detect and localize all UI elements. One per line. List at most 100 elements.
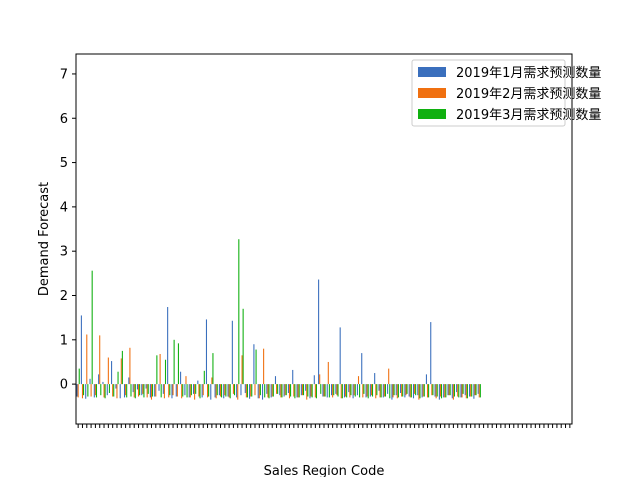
- bar: [182, 384, 184, 397]
- bar: [443, 384, 445, 398]
- bar: [388, 368, 390, 385]
- y-tick-label: 2: [60, 289, 68, 304]
- bar: [320, 384, 322, 394]
- bar: [199, 384, 201, 399]
- bar: [216, 384, 218, 396]
- y-tick-label: 3: [60, 245, 68, 260]
- bar: [324, 384, 326, 397]
- bar: [190, 384, 192, 396]
- bar: [366, 384, 368, 397]
- bar: [111, 361, 113, 385]
- bar: [253, 344, 255, 385]
- bar: [395, 384, 397, 396]
- bar: [224, 384, 226, 396]
- bar: [172, 384, 174, 396]
- bar: [108, 384, 110, 393]
- bar: [281, 384, 283, 398]
- bar: [197, 380, 199, 385]
- bar: [309, 384, 311, 399]
- bar: [367, 384, 369, 399]
- bar: [346, 384, 348, 398]
- bar: [412, 384, 415, 399]
- bar: [136, 384, 138, 390]
- bar: [444, 384, 446, 398]
- bar: [466, 384, 468, 399]
- bar: [259, 384, 261, 396]
- bar: [352, 384, 354, 399]
- bar: [436, 384, 438, 397]
- bar: [121, 350, 123, 385]
- bar: [335, 384, 337, 394]
- bar: [341, 384, 343, 399]
- bar: [279, 384, 281, 396]
- bar: [473, 384, 475, 399]
- bar: [233, 384, 236, 396]
- bar: [237, 384, 239, 400]
- bar: [83, 384, 85, 396]
- bar: [184, 384, 186, 396]
- bar: [423, 384, 425, 397]
- bar: [354, 384, 356, 397]
- bar: [327, 361, 329, 385]
- bar: [422, 384, 424, 397]
- bar: [225, 384, 227, 397]
- bar: [119, 384, 121, 399]
- bar: [391, 384, 393, 400]
- bar: [474, 384, 476, 396]
- bar: [201, 384, 203, 398]
- bar: [356, 384, 358, 396]
- bar: [470, 384, 472, 397]
- bar: [125, 384, 127, 396]
- bar: [307, 384, 309, 397]
- bar: [240, 384, 242, 396]
- bar: [362, 384, 364, 398]
- bar: [382, 384, 384, 398]
- bar: [219, 384, 222, 397]
- bar: [93, 384, 95, 398]
- bar: [285, 384, 287, 396]
- bar: [173, 339, 175, 385]
- bar: [185, 376, 187, 385]
- bar: [396, 384, 398, 399]
- x-tick-marks: [77, 424, 571, 428]
- bar: [384, 384, 386, 397]
- y-tick-label: 0: [60, 378, 68, 393]
- y-tick-label: 6: [60, 112, 68, 127]
- bar: [145, 384, 147, 389]
- bar: [293, 384, 295, 397]
- bar: [163, 384, 165, 399]
- legend-label: 2019年1月需求预测数量: [456, 66, 601, 81]
- bar: [292, 369, 294, 385]
- bar: [397, 384, 399, 398]
- bar: [440, 384, 443, 399]
- bar: [208, 384, 210, 397]
- bar: [167, 307, 169, 385]
- bar: [215, 384, 217, 399]
- bar: [86, 334, 88, 385]
- bars-layer: [76, 239, 481, 400]
- bar: [250, 384, 252, 397]
- bar: [212, 353, 214, 385]
- bar: [449, 384, 451, 396]
- bar: [387, 384, 389, 394]
- bar: [277, 384, 279, 394]
- bar: [203, 370, 205, 385]
- bar: [271, 384, 273, 397]
- bar: [326, 384, 328, 398]
- bar: [244, 384, 246, 393]
- bar: [180, 371, 182, 385]
- bar: [400, 384, 402, 393]
- bar: [262, 384, 264, 400]
- bar: [126, 384, 128, 398]
- bar: [150, 384, 153, 400]
- bar: [417, 384, 419, 396]
- bar: [94, 384, 96, 396]
- bar: [328, 384, 330, 398]
- bar: [343, 384, 346, 398]
- bar: [231, 320, 233, 385]
- bar: [383, 384, 385, 397]
- bar: [451, 384, 453, 399]
- bar: [477, 384, 479, 394]
